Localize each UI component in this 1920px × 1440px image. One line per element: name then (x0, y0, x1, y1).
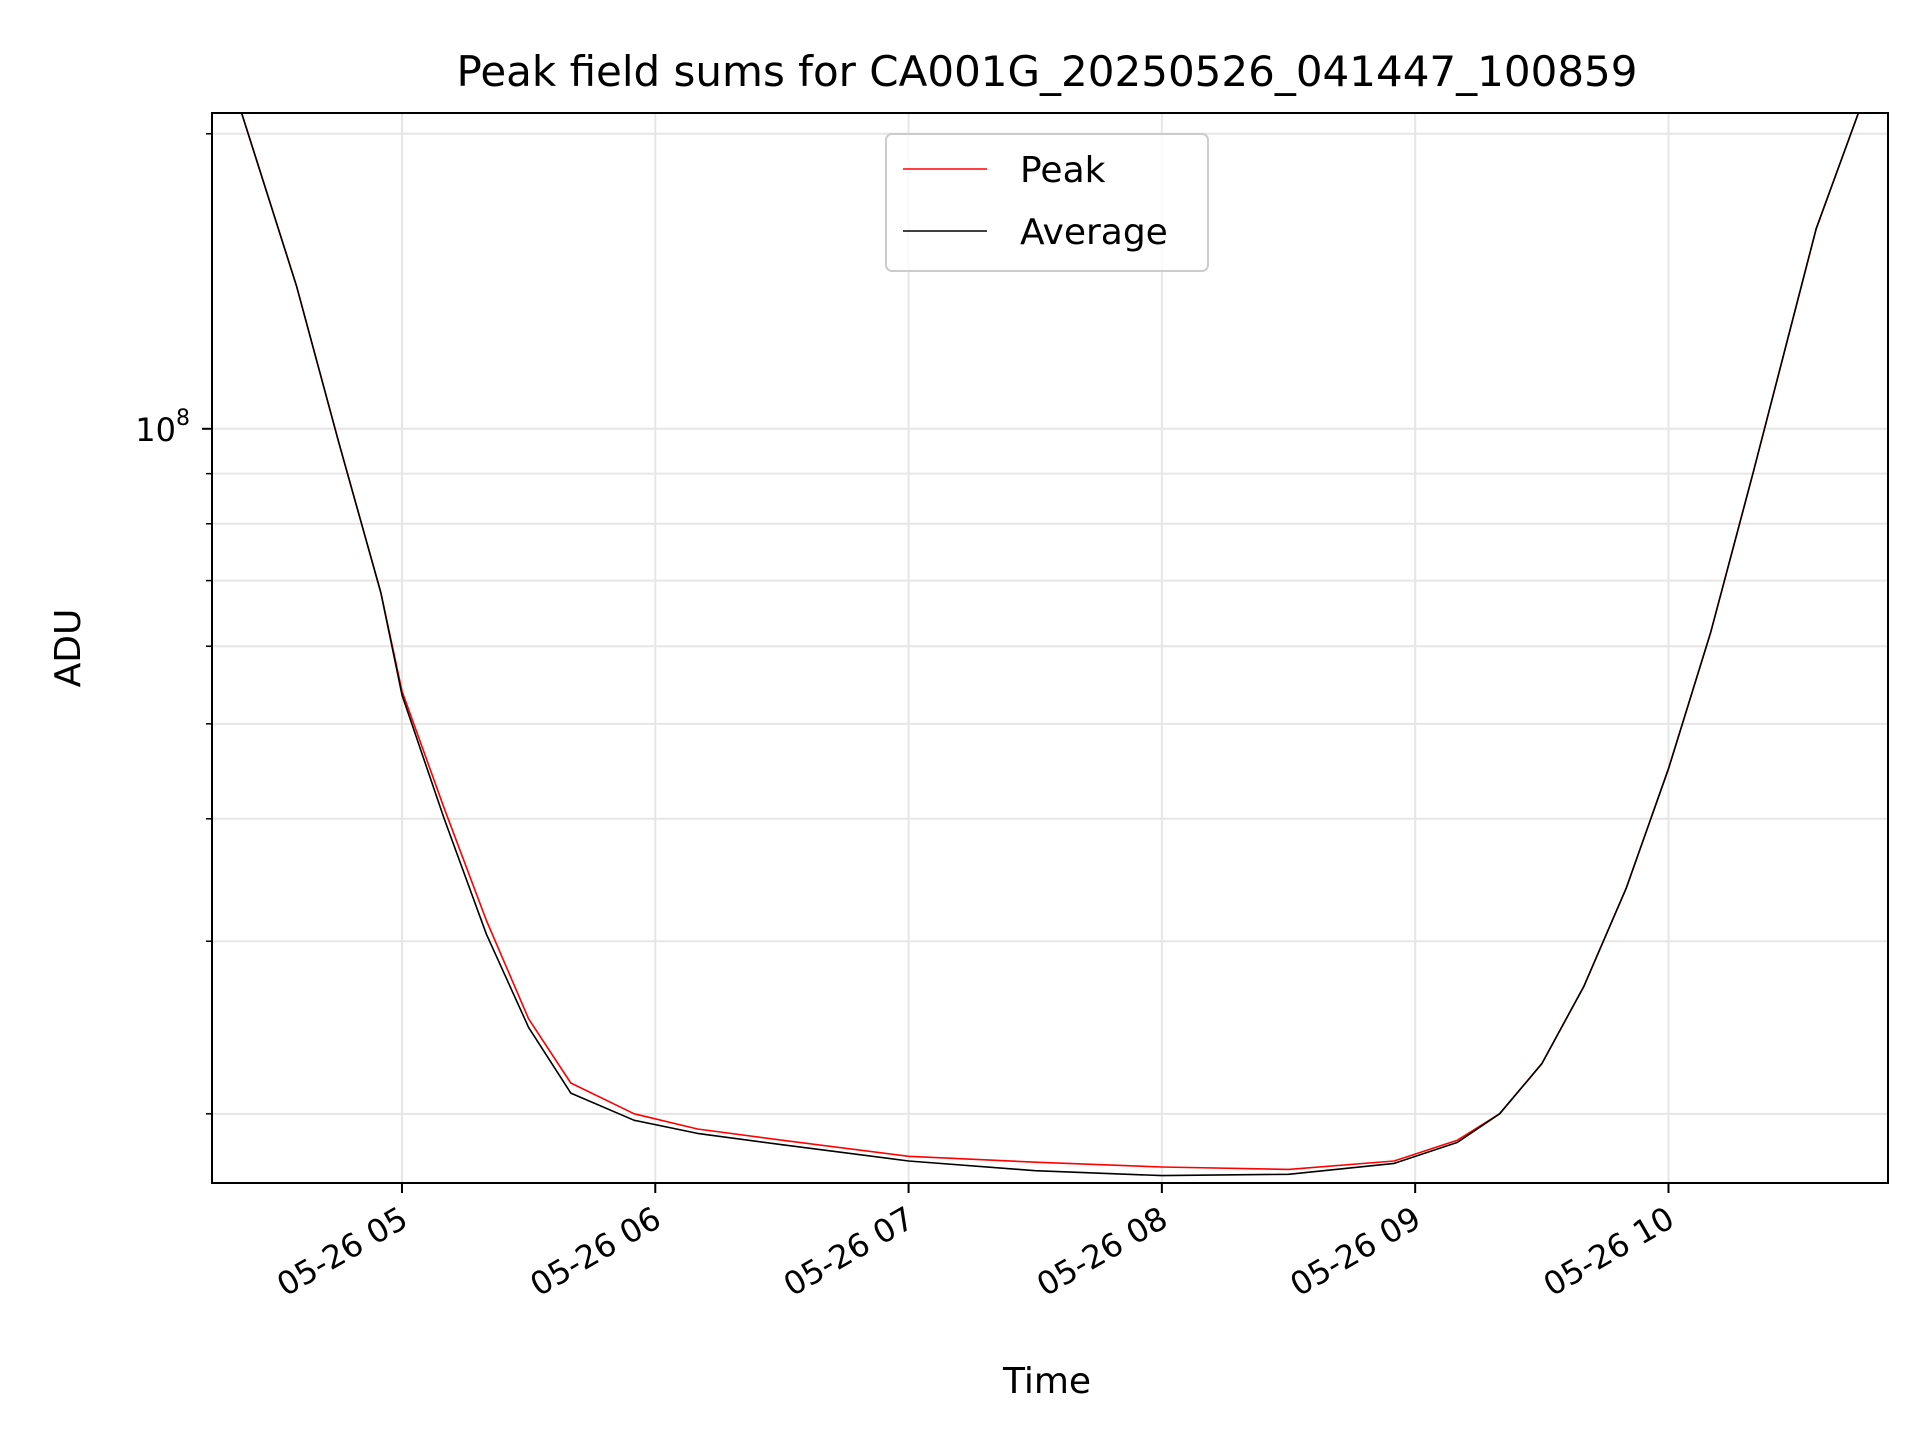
plot-frame (211, 112, 1889, 1184)
legend: Peak Average (885, 133, 1209, 272)
x-axis-label: Time (1002, 1361, 1091, 1402)
series-line-average (212, 113, 1888, 1177)
legend-label-peak: Peak (1020, 150, 1106, 191)
y-axis-label: ADU (48, 609, 89, 688)
series-layer (212, 113, 1888, 1177)
legend-label-average: Average (1020, 212, 1168, 253)
chart-title: Peak field sums for CA001G_20250526_0414… (456, 47, 1637, 96)
